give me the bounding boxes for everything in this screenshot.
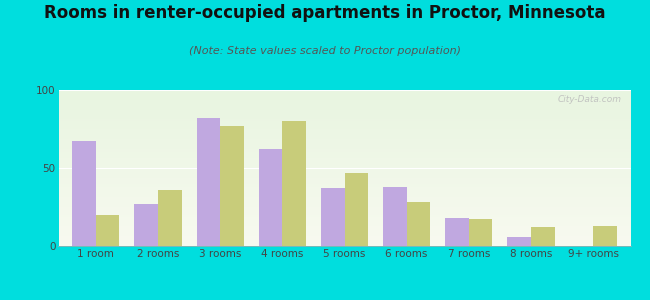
Text: City-Data.com: City-Data.com — [558, 95, 622, 104]
Bar — [220, 126, 244, 246]
Bar — [593, 226, 617, 246]
Bar — [135, 204, 158, 246]
Bar — [508, 237, 531, 246]
Bar — [259, 149, 282, 246]
Bar — [158, 190, 181, 246]
Bar — [469, 220, 493, 246]
Bar — [196, 118, 220, 246]
Bar — [344, 173, 368, 246]
Bar — [531, 227, 554, 246]
Bar — [383, 187, 407, 246]
Bar — [445, 218, 469, 246]
Text: (Note: State values scaled to Proctor population): (Note: State values scaled to Proctor po… — [189, 46, 461, 56]
Bar — [321, 188, 345, 246]
Bar — [282, 121, 306, 246]
Text: Rooms in renter-occupied apartments in Proctor, Minnesota: Rooms in renter-occupied apartments in P… — [44, 4, 606, 22]
Bar — [72, 142, 96, 246]
Bar — [407, 202, 430, 246]
Bar — [96, 215, 120, 246]
